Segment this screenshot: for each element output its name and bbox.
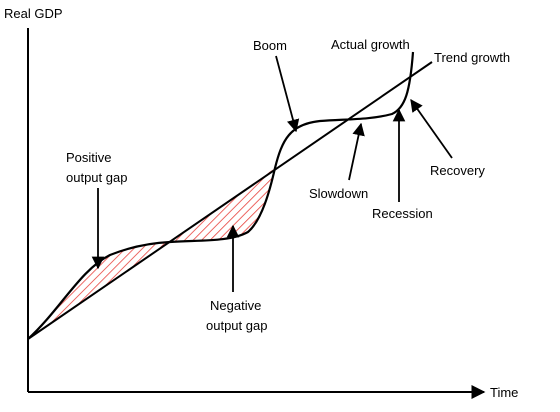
y-axis-label: Real GDP (4, 6, 63, 21)
recovery-arrow (410, 98, 453, 159)
positive-gap-label-line2: output gap (66, 170, 127, 185)
recovery-label: Recovery (430, 163, 485, 178)
actual-growth-label: Actual growth (331, 37, 410, 52)
trend-growth-line (27, 61, 433, 340)
negative-gap-label-line1: Negative (210, 298, 261, 313)
boom-label: Boom (253, 38, 287, 53)
negative-gap-label-line2: output gap (206, 318, 267, 333)
slowdown-label: Slowdown (309, 186, 368, 201)
boom-arrow (275, 55, 300, 133)
trend-growth-label: Trend growth (434, 50, 510, 65)
positive-gap-label-line1: Positive (66, 150, 112, 165)
slowdown-arrow (348, 122, 365, 181)
actual-growth-curve (27, 51, 415, 340)
recession-label: Recession (372, 206, 433, 221)
x-axis-label: Time (490, 385, 518, 400)
